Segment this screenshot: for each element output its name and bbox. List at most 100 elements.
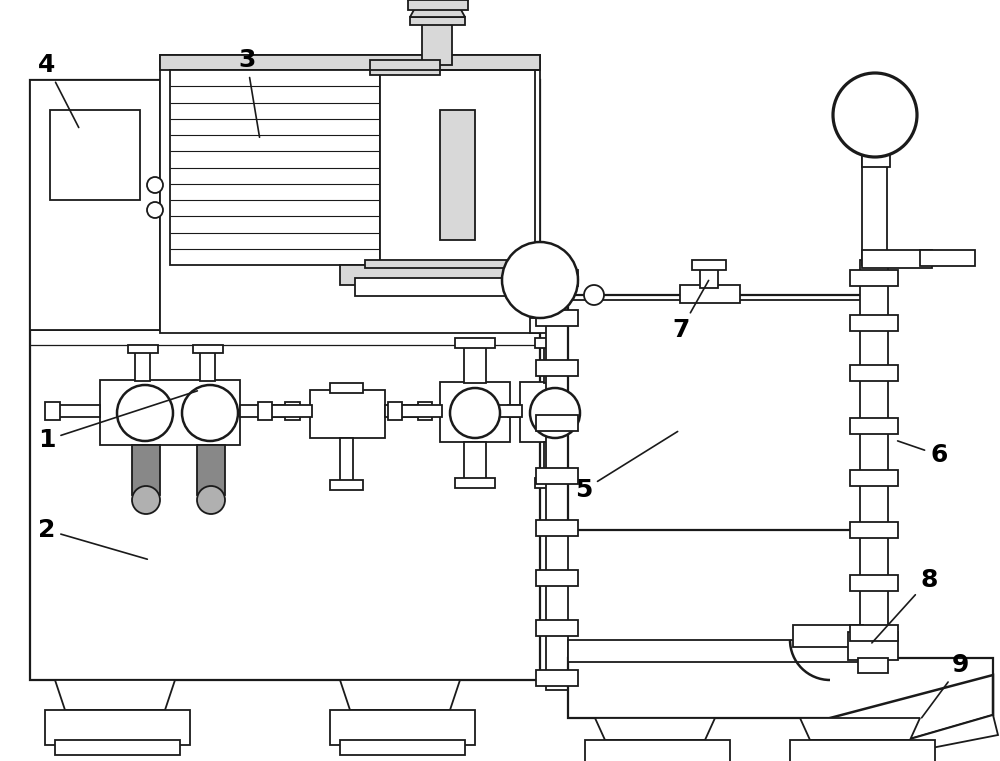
Bar	[365, 260, 510, 268]
Bar	[520, 382, 590, 442]
Bar	[568, 640, 883, 662]
Bar	[790, 740, 935, 761]
Circle shape	[147, 202, 163, 218]
Bar	[170, 70, 380, 265]
Bar	[536, 415, 578, 431]
Bar	[258, 402, 272, 420]
Bar	[862, 145, 890, 167]
Bar	[388, 402, 402, 420]
Bar	[536, 310, 578, 326]
Circle shape	[833, 73, 917, 157]
Bar	[30, 80, 540, 680]
Circle shape	[584, 285, 604, 305]
Bar	[536, 520, 578, 536]
Bar	[536, 270, 578, 286]
Bar	[850, 470, 898, 486]
Bar	[400, 405, 442, 417]
Bar	[858, 658, 888, 673]
Bar	[418, 402, 432, 420]
Bar	[330, 480, 363, 490]
Bar	[544, 442, 566, 480]
Bar	[480, 405, 522, 417]
Bar	[340, 438, 353, 483]
Bar	[310, 390, 385, 438]
Bar	[55, 740, 180, 755]
Bar	[920, 250, 975, 266]
Polygon shape	[340, 680, 460, 710]
Bar	[132, 445, 160, 495]
Bar	[536, 570, 578, 586]
Bar	[468, 402, 482, 420]
Circle shape	[530, 388, 580, 438]
Bar	[440, 110, 475, 240]
Bar	[340, 740, 465, 755]
Bar	[850, 270, 898, 286]
Bar	[340, 265, 535, 285]
Polygon shape	[800, 718, 920, 740]
Bar	[410, 17, 465, 25]
Bar	[700, 268, 718, 288]
Bar	[240, 405, 290, 417]
Bar	[546, 260, 568, 690]
Polygon shape	[55, 680, 175, 710]
Bar	[850, 522, 898, 538]
Circle shape	[450, 388, 500, 438]
Bar	[100, 380, 240, 445]
Bar	[30, 80, 160, 330]
Circle shape	[132, 486, 160, 514]
Bar	[135, 348, 150, 381]
Bar	[850, 625, 898, 641]
Bar	[850, 315, 898, 331]
Text: 9: 9	[922, 653, 969, 718]
Text: 8: 8	[872, 568, 937, 643]
Bar	[850, 575, 898, 591]
Bar	[355, 278, 520, 296]
Circle shape	[197, 486, 225, 514]
Text: 6: 6	[898, 441, 947, 467]
Text: 5: 5	[575, 431, 678, 502]
Bar	[536, 360, 578, 376]
Bar	[588, 405, 618, 417]
Bar	[285, 402, 300, 420]
Bar	[464, 345, 486, 383]
Polygon shape	[410, 8, 465, 17]
Circle shape	[147, 177, 163, 193]
Bar	[535, 338, 575, 348]
Bar	[848, 632, 898, 660]
Bar	[536, 620, 578, 636]
Bar	[385, 405, 420, 417]
Bar	[455, 338, 495, 348]
Bar	[408, 0, 468, 10]
Bar	[330, 383, 363, 393]
Bar	[536, 468, 578, 484]
Bar	[680, 285, 740, 303]
Bar	[380, 70, 535, 265]
Circle shape	[502, 242, 578, 318]
Bar	[568, 658, 993, 718]
Text: 7: 7	[672, 280, 709, 342]
Bar	[330, 710, 475, 745]
Bar	[862, 250, 932, 268]
Bar	[850, 418, 898, 434]
Bar	[530, 318, 550, 333]
Text: 1: 1	[38, 391, 197, 452]
Bar	[862, 145, 887, 265]
Bar	[508, 405, 538, 417]
Bar	[793, 625, 863, 647]
Bar	[197, 445, 225, 495]
Circle shape	[117, 385, 173, 441]
Bar	[45, 710, 190, 745]
Polygon shape	[830, 675, 993, 755]
Bar	[464, 442, 486, 480]
Bar	[850, 365, 898, 381]
Bar	[585, 740, 730, 761]
Bar	[455, 478, 495, 488]
Bar	[50, 110, 140, 200]
Polygon shape	[855, 715, 998, 760]
Bar	[440, 382, 510, 442]
Bar	[128, 345, 158, 353]
Bar	[160, 55, 540, 333]
Bar	[270, 405, 312, 417]
Bar	[544, 345, 566, 383]
Polygon shape	[595, 718, 715, 740]
